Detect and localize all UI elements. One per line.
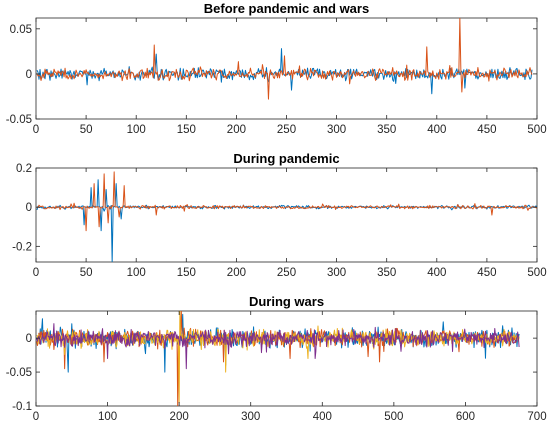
series-line-2 — [36, 171, 537, 232]
y-tick-label: -0.05 — [6, 367, 32, 379]
y-tick-label: -0.2 — [12, 241, 32, 253]
x-tick-label: 400 — [427, 267, 446, 279]
x-tick-label: 700 — [527, 411, 546, 423]
x-tick-label: 250 — [277, 267, 296, 279]
x-tick-label: 600 — [456, 411, 475, 423]
y-tick-label: -0.05 — [6, 114, 32, 126]
x-tick-label: 350 — [377, 124, 396, 136]
x-tick-label: 500 — [384, 411, 403, 423]
x-tick-label: 450 — [477, 124, 496, 136]
y-tick-label: 0.05 — [10, 24, 32, 36]
x-tick-label: 0 — [33, 411, 39, 423]
chart-title: During wars — [249, 294, 324, 309]
axes-frame — [35, 17, 538, 120]
x-tick-label: 400 — [313, 411, 332, 423]
x-tick-label: 450 — [477, 267, 496, 279]
y-tick-label: 0.2 — [16, 163, 32, 175]
x-tick-label: 500 — [527, 124, 546, 136]
chart-title: Before pandemic and wars — [204, 1, 369, 16]
x-tick-label: 200 — [227, 267, 246, 279]
x-tick-label: 0 — [33, 267, 39, 279]
x-tick-label: 350 — [377, 267, 396, 279]
chart-title: During pandemic — [233, 151, 339, 166]
x-tick-label: 50 — [80, 124, 93, 136]
x-tick-label: 300 — [241, 411, 260, 423]
x-tick-label: 0 — [33, 124, 39, 136]
x-tick-label: 100 — [127, 267, 146, 279]
series-line-4 — [36, 323, 520, 370]
y-tick-label: 0 — [26, 333, 32, 345]
series-line-2 — [36, 18, 533, 100]
x-tick-label: 400 — [427, 124, 446, 136]
x-tick-label: 100 — [98, 411, 117, 423]
x-tick-label: 200 — [170, 411, 189, 423]
x-tick-label: 150 — [177, 267, 196, 279]
x-tick-label: 250 — [277, 124, 296, 136]
panel-1: Before pandemic and wars 0 50 100 150 200 250 3… — [6, 1, 547, 136]
x-tick-label: 300 — [327, 124, 346, 136]
x-tick-label: 50 — [80, 267, 93, 279]
x-tick-label: 100 — [127, 124, 146, 136]
y-tick-label: 0 — [26, 202, 32, 214]
y-tick-label: -0.1 — [12, 401, 32, 413]
y-tick-label: 0 — [26, 69, 32, 81]
x-tick-label: 150 — [177, 124, 196, 136]
x-tick-label: 200 — [227, 124, 246, 136]
x-tick-label: 300 — [327, 267, 346, 279]
panel-2: During pandemic 0 50 100 150 200 250 300 350 400 4… — [12, 151, 546, 279]
panel-3: During wars 0 100 200 300 400 500 600 700 -0.1 -0.… — [6, 294, 547, 423]
x-tick-label: 500 — [527, 267, 546, 279]
axes-frame — [35, 310, 538, 407]
